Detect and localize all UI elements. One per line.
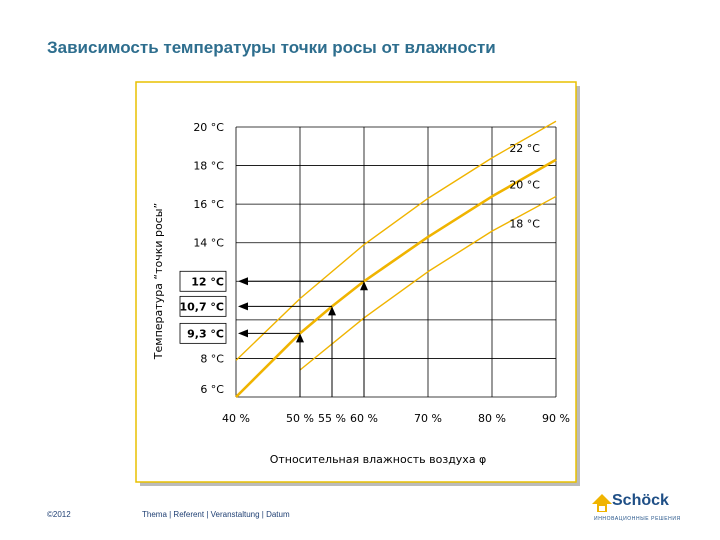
y-tick-label-boxed: 9,3 °C — [187, 327, 224, 340]
arrow-head-up — [296, 333, 304, 343]
y-tick-box — [179, 270, 227, 292]
x-tick-label: 55 % — [318, 412, 346, 425]
grid — [235, 126, 557, 398]
footer-meta: Thema | Referent | Veranstaltung | Datum — [142, 510, 290, 519]
y-tick-label-boxed: 12 °C — [191, 275, 224, 288]
logo-text: Schöck — [612, 492, 669, 509]
y-tick-box — [179, 322, 227, 344]
x-axis-label: Относительная влажность воздуха φ — [270, 453, 487, 466]
x-tick-label: 90 % — [542, 412, 570, 425]
ticks: 40 % 50 % 55 % 60 % 70 % 80 % 90 % 6 °C 8 °C 14 °… — [179, 121, 570, 425]
y-tick-label-boxed: 10,7 °C — [179, 300, 224, 313]
y-tick-label: 16 °C — [193, 198, 224, 211]
x-tick-label: 60 % — [350, 412, 378, 425]
y-tick-label: 14 °C — [193, 237, 224, 250]
series-label: 20 °C — [509, 179, 540, 192]
arrows — [238, 277, 368, 397]
series-line-1 — [235, 120, 557, 361]
arrow-head-left — [238, 329, 248, 338]
arrow-head-left — [238, 302, 248, 311]
y-tick-label: 8 °C — [200, 352, 224, 365]
series-labels: 22 °C 20 °C 18 °C — [509, 142, 540, 230]
y-tick-label: 6 °C — [200, 383, 224, 396]
footer-copyright: ©2012 — [47, 510, 71, 519]
arrow-head-up — [328, 306, 336, 316]
x-tick-label: 80 % — [478, 412, 506, 425]
series-label: 18 °C — [509, 217, 540, 230]
arrow-head-left — [238, 277, 248, 286]
logo-subtitle: ИННОВАЦИОННЫЕ РЕШЕНИЯ — [594, 516, 681, 522]
x-tick-label: 50 % — [286, 412, 314, 425]
arrow-head-up — [360, 281, 368, 291]
page-title: Зависимость температуры точки росы от вл… — [47, 38, 496, 57]
y-tick-box — [179, 295, 227, 317]
x-tick-label: 70 % — [414, 412, 442, 425]
series-line-3 — [299, 195, 557, 371]
y-axis-label: Температура “точки росы” — [152, 203, 165, 360]
x-tick-label: 40 % — [222, 412, 250, 425]
series-label: 22 °C — [509, 142, 540, 155]
y-tick-label: 18 °C — [193, 160, 224, 173]
y-tick-label: 20 °C — [193, 121, 224, 134]
logo-icon — [592, 494, 612, 512]
schock-logo: Schöck ИННОВАЦИОННЫЕ РЕШЕНИЯ — [590, 492, 700, 528]
